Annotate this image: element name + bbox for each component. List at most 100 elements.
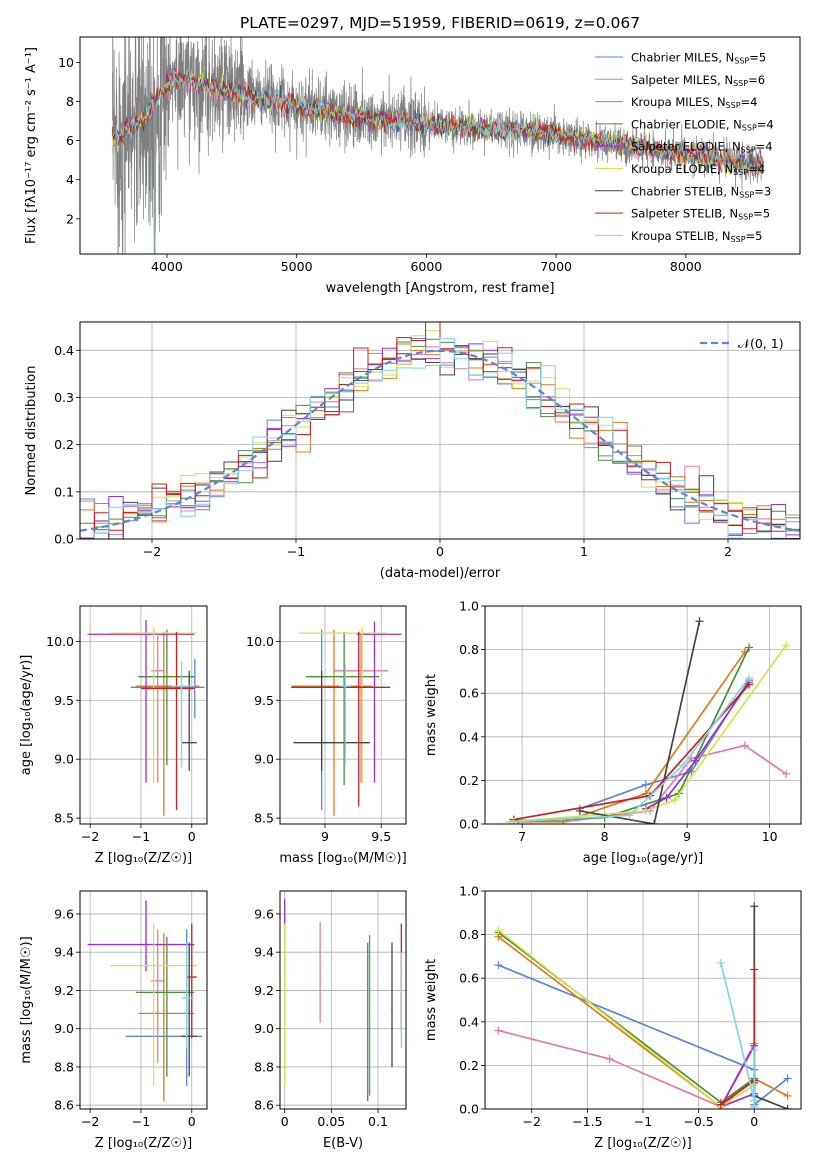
weight-marker (494, 1026, 503, 1035)
weight-series-3 (497, 931, 756, 1107)
axes-frame (484, 605, 802, 825)
y-axis-label: Normed distribution (24, 366, 39, 496)
model-spectrum-6 (112, 71, 764, 254)
residual-histogram-6 (80, 353, 800, 539)
y-tick-label: 8.5 (254, 811, 274, 826)
x-tick-label: 5000 (281, 259, 313, 274)
x-tick-label: 9 (321, 829, 329, 844)
weight-marker (494, 961, 503, 970)
y-tick-label: 10.0 (46, 634, 74, 649)
x-axis-label: mass [log₁₀(M/M☉)] (279, 851, 406, 866)
y-tick-label: 0.6 (459, 971, 479, 986)
panel-weight-vs-age: 7 8 9 10 0.0 0.2 0.4 0.6 0.8 1.0 age [log₁₀(age/yr… (424, 599, 802, 866)
x-tick-label: 8000 (670, 259, 702, 274)
x-tick-label: 0 (281, 1114, 289, 1129)
panel-age-vs-mass: 9 9.5 8.5 9.0 9.5 10.0 mass [log₁₀(M/M☉)] (246, 605, 407, 866)
weight-marker (745, 673, 754, 682)
data-point (368, 1027, 371, 1030)
x-axis-label: wavelength [Angstrom, rest frame] (326, 281, 555, 296)
y-tick-label: 0.0 (54, 532, 74, 547)
model-spectrum-8 (112, 69, 764, 254)
weight-marker (782, 641, 791, 650)
y-tick-label: 6 (66, 133, 74, 148)
plot-area (112, 37, 764, 254)
y-tick-label: 1.0 (459, 599, 479, 614)
y-tick-label: 9.4 (254, 945, 274, 960)
y-axis-label: mass weight (424, 959, 439, 1041)
plot-area (505, 617, 791, 824)
y-tick-label: 8.6 (54, 1098, 74, 1113)
panel-spectrum: 4000 5000 6000 7000 8000 2 4 6 8 10 wavelength [An… (24, 36, 801, 296)
y-axis-label: mass weight (424, 674, 439, 756)
panel-weight-vs-Z: −2 −1.5 −1 −0.5 0 0.0 0.2 0.4 0.6 0.8 1.0 Z [log₁₀(… (424, 884, 802, 1151)
legend-entry: Chabrier ELODIE, NSSP=4 (631, 117, 774, 132)
data-point (320, 741, 323, 744)
y-tick-label: 0.8 (459, 642, 479, 657)
weight-marker (650, 820, 659, 824)
legend-entry: Kroupa MILES, NSSP=4 (631, 95, 757, 110)
x-tick-label: 0 (188, 1114, 196, 1129)
data-point (194, 686, 196, 689)
x-tick-label: 7 (518, 829, 526, 844)
x-tick-label: 4000 (151, 259, 183, 274)
data-point (283, 913, 286, 915)
data-point (156, 980, 159, 982)
data-point (319, 970, 321, 973)
y-tick-label: 9.0 (54, 752, 74, 767)
data-point (145, 633, 147, 636)
plot-area (494, 902, 792, 1109)
x-tick-label: −1 (132, 829, 150, 844)
y-tick-label: 0.0 (459, 817, 479, 832)
data-point (333, 685, 335, 687)
legend-entry: Kroupa ELODIE, NSSP=4 (631, 162, 765, 177)
x-tick-label: 8 (601, 829, 609, 844)
data-point (188, 741, 191, 744)
y-tick-label: 9.5 (54, 693, 74, 708)
y-tick-label: 8.5 (54, 811, 74, 826)
data-point (391, 1008, 393, 1011)
y-tick-label: 8 (66, 94, 74, 109)
weight-series-5 (497, 929, 756, 1108)
model-spectrum-7 (112, 70, 764, 254)
axes-frame (279, 605, 407, 825)
axes-frame (279, 890, 407, 1110)
weight-marker (750, 1046, 759, 1055)
y-tick-label: 0.4 (459, 1014, 479, 1029)
legend-entry: Chabrier MILES, NSSP=5 (631, 51, 766, 66)
weight-marker (750, 1102, 759, 1109)
weight-series-7 (720, 969, 756, 1106)
data-point (163, 685, 165, 687)
weight-series-5 (509, 644, 787, 823)
x-tick-label: −1 (287, 544, 305, 559)
x-tick-label: −2 (143, 544, 161, 559)
data-point (357, 686, 360, 689)
weight-marker (782, 769, 791, 778)
plot-area (291, 621, 402, 816)
weight-marker (740, 741, 749, 750)
weight-series-8 (720, 962, 756, 1107)
y-tick-label: 4 (66, 172, 74, 187)
panel-mass-vs-ebv: 0 0.05 0.1 8.6 8.8 9.0 9.2 9.4 9.6 E(B-V) (254, 890, 407, 1151)
figure-title: PLATE=0297, MJD=51959, FIBERID=0619, z=0… (240, 14, 640, 32)
x-tick-label: 10 (762, 829, 778, 844)
x-axis-label: age [log₁₀(age/yr)] (583, 851, 704, 866)
y-tick-label: 2 (66, 211, 74, 226)
x-tick-label: 0 (436, 544, 444, 559)
x-tick-label: 0 (188, 829, 196, 844)
data-point (180, 685, 183, 687)
x-tick-label: 7000 (540, 259, 572, 274)
data-point (343, 675, 345, 678)
y-tick-label: 9.6 (54, 906, 74, 921)
y-tick-label: 9.4 (54, 945, 74, 960)
data-point (283, 989, 286, 992)
weight-marker (509, 817, 518, 824)
y-tick-label: 1.0 (459, 884, 479, 899)
y-tick-label: 0.0 (459, 1102, 479, 1117)
axes-frame (79, 890, 208, 1110)
panel-residuals: −2 −1 0 1 2 0.0 0.1 0.2 0.3 0.4 (data-model)/error… (24, 321, 801, 581)
weight-marker (691, 756, 700, 765)
weight-marker (662, 793, 671, 802)
weight-marker (783, 1074, 792, 1083)
x-tick-label: −2 (81, 1114, 99, 1129)
y-tick-label: 0.2 (54, 437, 74, 452)
